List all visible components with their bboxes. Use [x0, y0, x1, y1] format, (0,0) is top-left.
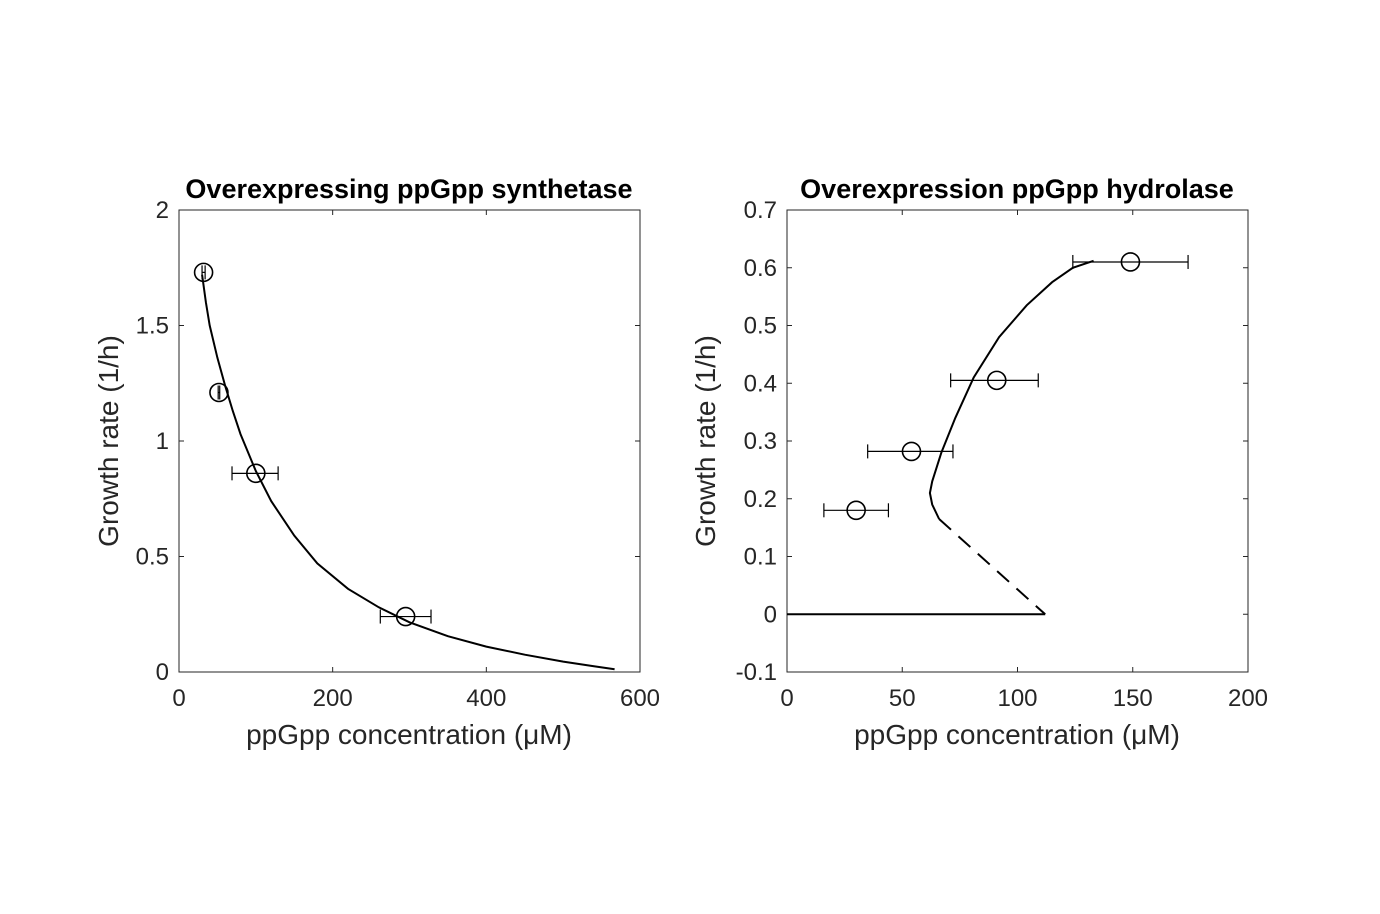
data-point	[246, 463, 266, 484]
data-point	[846, 500, 866, 521]
x-tick-label: 0	[172, 685, 185, 712]
chart-title: Overexpression ppGpp hydrolase	[800, 174, 1234, 204]
chart-title: Overexpressing ppGpp synthetase	[185, 174, 632, 204]
model-curve	[201, 274, 615, 671]
y-tick-label: 1	[156, 428, 169, 455]
x-axis-label: ppGpp concentration (μM)	[854, 719, 1180, 750]
y-tick-label: 0.1	[744, 544, 777, 571]
data-point	[901, 441, 922, 462]
x-tick-label: 0	[780, 685, 793, 712]
x-tick-label: 600	[620, 685, 660, 712]
chart-synthetase: Overexpressing ppGpp synthetase ppGpp co…	[93, 174, 660, 750]
axes-box	[178, 209, 641, 673]
y-tick-label: 0.6	[744, 255, 777, 282]
x-tick-label: 200	[313, 685, 353, 712]
data-point	[395, 606, 416, 627]
x-tick-label: 50	[889, 685, 916, 712]
y-tick-label: 0.5	[136, 544, 169, 571]
y-axis-label: Growth rate (1/h)	[93, 335, 124, 547]
x-tick-label: 200	[1228, 685, 1268, 712]
data-point	[986, 370, 1007, 391]
data-point	[193, 262, 214, 283]
y-tick-label: 0	[764, 601, 777, 628]
axes-box	[786, 209, 1249, 673]
y-tick-label: 2	[156, 197, 169, 224]
y-tick-label: -0.1	[736, 659, 777, 686]
y-tick-label: 0.2	[744, 486, 777, 513]
y-tick-label: 0	[156, 659, 169, 686]
y-tick-label: 0.7	[744, 197, 777, 224]
data-point	[1120, 252, 1141, 272]
model-curve	[938, 518, 1046, 616]
y-tick-label: 0.3	[744, 428, 777, 455]
x-tick-label: 150	[1113, 685, 1153, 712]
x-tick-label: 400	[466, 685, 506, 712]
chart-hydrolase: Overexpression ppGpp hydrolase ppGpp con…	[690, 174, 1268, 750]
y-tick-label: 0.5	[744, 313, 777, 340]
x-tick-label: 100	[997, 685, 1037, 712]
y-tick-label: 1.5	[136, 313, 169, 340]
x-axis-label: ppGpp concentration (μM)	[246, 719, 572, 750]
y-tick-label: 0.4	[744, 370, 777, 397]
data-point	[209, 382, 229, 403]
model-curve	[928, 259, 1094, 520]
y-axis-label: Growth rate (1/h)	[690, 335, 721, 547]
